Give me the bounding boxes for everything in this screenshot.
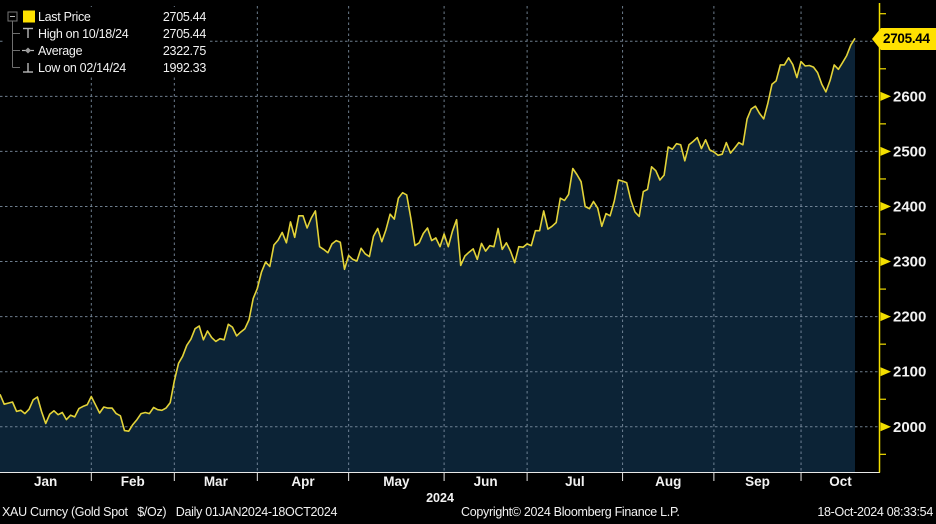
month-label: Aug: [655, 474, 681, 489]
status-bar: XAU Curncy (Gold Spot $/Oz) Daily 01JAN2…: [0, 505, 936, 522]
y-tick-arrow: [880, 257, 891, 267]
price-line: [0, 37, 856, 432]
legend-label: High on 10/18/24: [38, 26, 129, 41]
y-tick-arrow: [880, 367, 891, 377]
security-description: XAU Curncy (Gold Spot $/Oz) Daily 01JAN2…: [2, 505, 338, 519]
y-tick-label: 2600: [893, 88, 926, 105]
timestamp: 18-Oct-2024 08:33:54: [817, 505, 933, 519]
price-area: [0, 38, 855, 473]
y-tick-label: 2400: [893, 198, 926, 215]
month-label: Mar: [204, 474, 229, 489]
legend-row-last-price[interactable]: Last Price 2705.44: [6, 8, 206, 25]
legend-value: 2705.44: [162, 9, 206, 24]
month-label: Jan: [34, 474, 57, 489]
last-price-swatch-icon: [23, 10, 35, 23]
y-tick-arrow: [880, 312, 891, 322]
y-tick-label: 2100: [893, 364, 926, 381]
month-label: Jul: [565, 474, 585, 489]
legend-value: 1992.33: [162, 60, 206, 75]
y-tick-label: 2200: [893, 309, 926, 326]
legend-row-high[interactable]: High on 10/18/24 2705.44: [6, 25, 206, 42]
average-marker-icon: [22, 47, 34, 54]
y-tick-arrow: [880, 201, 891, 211]
legend-value: 2322.75: [162, 43, 206, 58]
y-tick-label: 2500: [893, 143, 926, 160]
month-label: Sep: [745, 474, 770, 489]
month-label: May: [383, 474, 410, 489]
legend-label: Last Price: [38, 9, 91, 24]
month-label: Apr: [291, 474, 315, 489]
y-tick-arrow: [880, 91, 891, 101]
legend-value: 2705.44: [162, 26, 206, 41]
legend-label: Average: [38, 43, 83, 58]
copyright-text: Copyright© 2024 Bloomberg Finance L.P.: [461, 505, 680, 519]
y-tick-label: 2300: [893, 254, 926, 271]
y-tick-arrow: [880, 146, 891, 156]
month-label: Jun: [474, 474, 498, 489]
high-marker-icon: [23, 27, 33, 38]
month-label: Feb: [121, 474, 145, 489]
month-label: Oct: [829, 474, 852, 489]
last-price-tag: 2705.44: [872, 28, 936, 50]
legend-tree-expander[interactable]: [6, 8, 38, 25]
chart-legend: Last Price 2705.44 High on 10/18/24 2705…: [4, 7, 208, 77]
x-axis-year-label: 2024: [426, 491, 454, 505]
legend-row-low[interactable]: Low on 02/14/24 1992.33: [6, 59, 206, 76]
legend-row-average[interactable]: Average 2322.75: [6, 42, 206, 59]
legend-label: Low on 02/14/24: [38, 60, 126, 75]
y-tick-label: 2000: [893, 419, 926, 436]
y-tick-arrow: [880, 422, 891, 432]
low-marker-icon: [23, 63, 33, 73]
